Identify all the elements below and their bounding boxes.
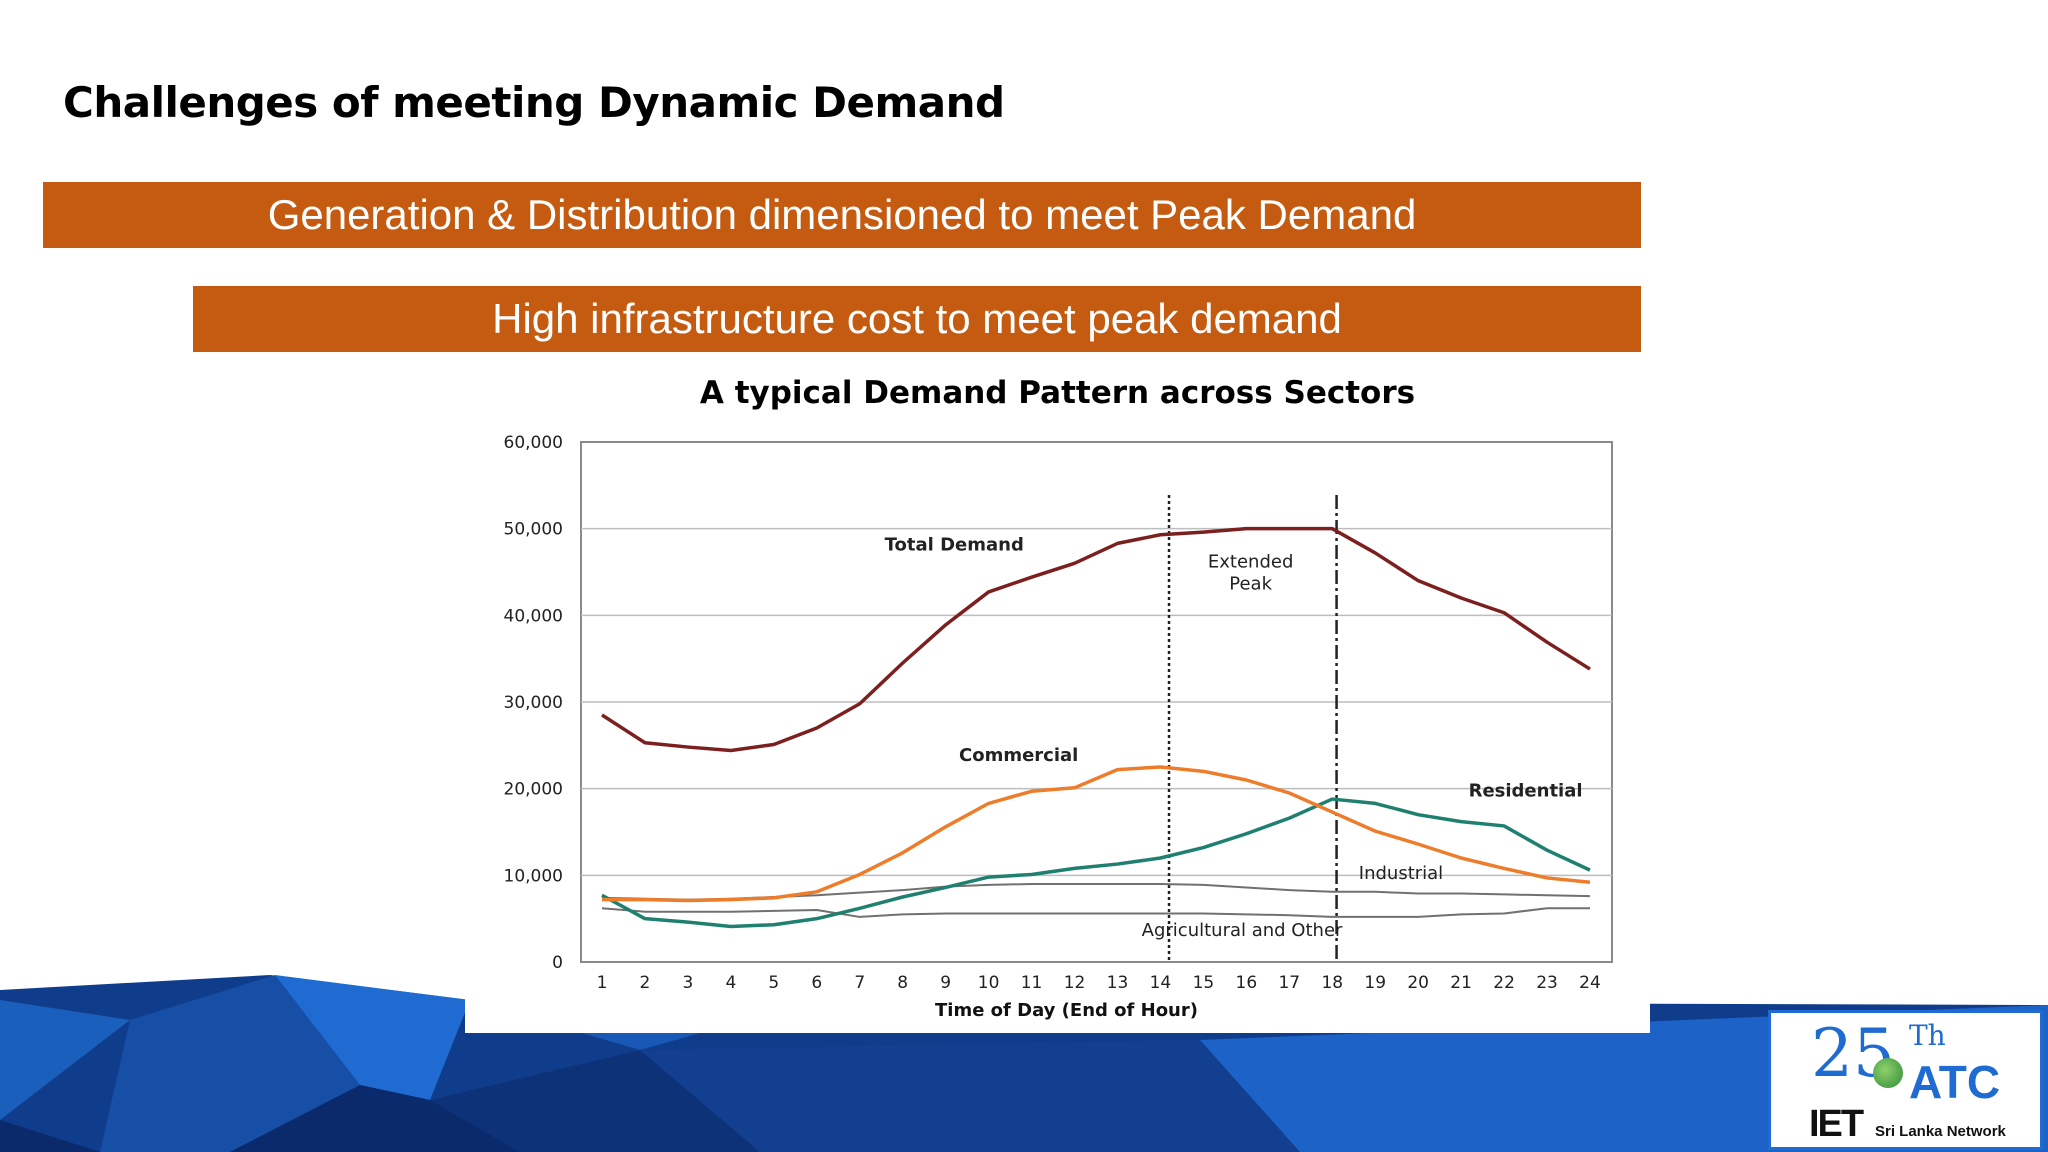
x-tick-label: 5 [768,973,779,993]
x-tick-label: 11 [1021,973,1043,993]
atc-logo: 25 Th ATC IET Sri Lanka Network [1768,1010,2043,1150]
chart-annotation: Agricultural and Other [1142,920,1343,941]
y-tick-label: 10,000 [504,866,563,886]
x-tick-label: 12 [1064,973,1086,993]
y-tick-label: 50,000 [504,520,563,540]
x-tick-label: 10 [978,973,1000,993]
slide-title: Challenges of meeting Dynamic Demand [63,78,1005,127]
chart-annotation: Extended [1208,552,1294,573]
banner-infrastructure-cost: High infrastructure cost to meet peak de… [193,286,1641,352]
x-tick-label: 16 [1236,973,1258,993]
x-tick-label: 14 [1150,973,1172,993]
logo-network: Sri Lanka Network [1875,1123,2006,1140]
chart-annotation: Commercial [959,745,1078,766]
x-tick-label: 4 [725,973,736,993]
x-tick-label: 20 [1407,973,1429,993]
chart-annotation: Industrial [1359,863,1443,884]
x-tick-label: 6 [811,973,822,993]
series-line [601,526,1591,753]
x-tick-label: 21 [1450,973,1472,993]
chart-panel: A typical Demand Pattern across Sectors … [465,375,1650,1033]
logo-org: IET [1809,1103,1864,1145]
x-tick-label: 24 [1579,973,1601,993]
x-tick-label: 2 [640,973,651,993]
y-tick-label: 40,000 [504,606,563,626]
chart-annotation: Total Demand [885,534,1024,555]
x-axis-label: Time of Day (End of Hour) [935,1000,1198,1021]
chart-annotation: Peak [1229,573,1272,594]
globe-icon [1873,1058,1903,1088]
chart-title: A typical Demand Pattern across Sectors [699,375,1416,411]
y-tick-label: 30,000 [504,693,563,713]
y-tick-label: 0 [552,953,563,973]
x-tick-label: 23 [1536,973,1558,993]
x-tick-label: 15 [1193,973,1215,993]
x-tick-label: 7 [854,973,865,993]
chart-annotation: Residential [1469,780,1583,801]
x-tick-label: 1 [597,973,608,993]
banner-peak-demand: Generation & Distribution dimensioned to… [43,182,1641,248]
x-tick-label: 9 [940,973,951,993]
x-tick-label: 18 [1321,973,1343,993]
y-tick-label: 60,000 [504,433,563,453]
x-tick-label: 22 [1493,973,1515,993]
y-tick-label: 20,000 [504,780,563,800]
logo-acronym: ATC [1909,1056,2001,1108]
x-tick-label: 3 [682,973,693,993]
logo-suffix: Th [1909,1019,1946,1052]
series-line [602,765,1591,903]
series-line [601,907,1590,918]
series-line [601,797,1591,929]
x-tick-label: 17 [1278,973,1300,993]
x-tick-label: 8 [897,973,908,993]
x-tick-label: 13 [1107,973,1129,993]
x-tick-label: 19 [1364,973,1386,993]
